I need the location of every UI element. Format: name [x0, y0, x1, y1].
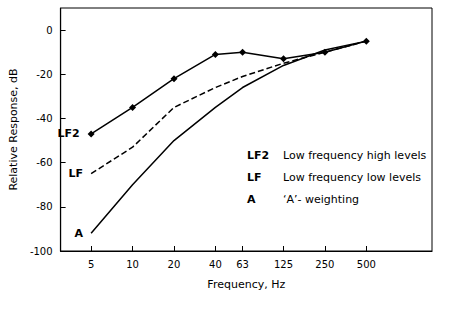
svg-text:-40: -40 [36, 113, 52, 124]
svg-text:0: 0 [46, 25, 52, 36]
svg-text:125: 125 [274, 259, 293, 270]
svg-text:10: 10 [126, 259, 139, 270]
svg-text:Low frequency high levels: Low frequency high levels [283, 149, 426, 162]
svg-text:500: 500 [357, 259, 376, 270]
svg-text:250: 250 [315, 259, 334, 270]
svg-text:-20: -20 [36, 69, 52, 80]
svg-text:Low frequency low levels: Low frequency low levels [283, 171, 421, 184]
svg-text:A: A [75, 227, 84, 240]
svg-text:LF2: LF2 [247, 149, 269, 162]
svg-text:A: A [247, 193, 256, 206]
svg-text:LF2: LF2 [57, 127, 79, 140]
svg-text:LF: LF [69, 167, 84, 180]
svg-text:20: 20 [168, 259, 181, 270]
svg-text:5: 5 [88, 259, 94, 270]
svg-text:-100: -100 [30, 246, 53, 257]
svg-text:Frequency, Hz: Frequency, Hz [207, 278, 285, 291]
svg-text:63: 63 [236, 259, 249, 270]
svg-text:-80: -80 [36, 201, 52, 212]
svg-text:40: 40 [209, 259, 222, 270]
svg-text:Relative Response, dB: Relative Response, dB [7, 68, 20, 190]
svg-text:-60: -60 [36, 157, 52, 168]
svg-text:LF: LF [247, 171, 262, 184]
svg-text:‘A’- weighting: ‘A’- weighting [283, 193, 359, 206]
